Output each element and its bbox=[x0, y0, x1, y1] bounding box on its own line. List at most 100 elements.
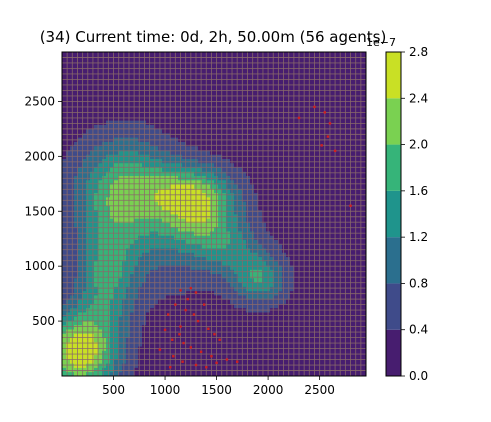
contour-cell bbox=[234, 179, 239, 185]
contour-cell bbox=[310, 73, 315, 78]
contour-cell bbox=[126, 248, 131, 253]
contour-cell bbox=[114, 73, 119, 78]
contour-cell bbox=[66, 94, 71, 100]
contour-cell bbox=[138, 239, 143, 245]
contour-cell bbox=[174, 56, 179, 61]
contour-cell bbox=[254, 235, 259, 240]
contour-cell bbox=[198, 150, 203, 155]
contour-cell bbox=[294, 184, 299, 189]
contour-cell bbox=[294, 196, 299, 202]
contour-cell bbox=[234, 77, 239, 83]
contour-cell bbox=[186, 205, 191, 211]
contour-cell bbox=[234, 184, 239, 189]
contour-cell bbox=[258, 341, 263, 347]
contour-cell bbox=[186, 273, 191, 279]
contour-cell bbox=[170, 265, 175, 270]
contour-cell bbox=[278, 86, 283, 91]
contour-cell bbox=[270, 111, 275, 117]
contour-cell bbox=[98, 107, 103, 113]
contour-cell bbox=[298, 52, 303, 57]
contour-cell bbox=[198, 235, 203, 240]
contour-cell bbox=[162, 124, 167, 130]
contour-cell bbox=[210, 201, 215, 206]
contour-cell bbox=[262, 324, 267, 330]
contour-cell bbox=[218, 111, 223, 117]
contour-cell bbox=[150, 226, 155, 232]
contour-cell bbox=[182, 162, 187, 168]
contour-cell bbox=[294, 248, 299, 253]
contour-cell bbox=[222, 218, 227, 223]
contour-cell bbox=[170, 290, 175, 296]
contour-cell bbox=[206, 286, 211, 292]
contour-cell bbox=[94, 184, 99, 189]
contour-cell bbox=[82, 196, 87, 202]
contour-cell bbox=[286, 252, 291, 258]
contour-cell bbox=[310, 260, 315, 266]
contour-cell bbox=[78, 367, 83, 373]
contour-cell bbox=[238, 81, 243, 87]
contour-cell bbox=[274, 188, 279, 194]
contour-cell bbox=[238, 341, 243, 347]
contour-cell bbox=[182, 201, 187, 206]
contour-cell bbox=[282, 171, 287, 177]
contour-cell bbox=[74, 81, 79, 87]
contour-cell bbox=[62, 290, 67, 296]
contour-cell bbox=[274, 329, 279, 334]
contour-cell bbox=[138, 124, 143, 130]
contour-cell bbox=[306, 239, 311, 245]
contour-cell bbox=[298, 150, 303, 155]
contour-cell bbox=[62, 64, 67, 70]
contour-cell bbox=[206, 295, 211, 300]
contour-cell bbox=[138, 56, 143, 61]
contour-cell bbox=[118, 363, 123, 368]
contour-cell bbox=[210, 73, 215, 78]
contour-cell bbox=[242, 133, 247, 138]
contour-cell bbox=[278, 141, 283, 147]
contour-cell bbox=[154, 171, 159, 177]
contour-cell bbox=[218, 303, 223, 309]
contour-cell bbox=[274, 150, 279, 155]
contour-cell bbox=[222, 77, 227, 83]
contour-cell bbox=[306, 64, 311, 70]
contour-cell bbox=[270, 243, 275, 249]
contour-cell bbox=[210, 124, 215, 130]
contour-cell bbox=[218, 226, 223, 232]
contour-cell bbox=[246, 196, 251, 202]
contour-cell bbox=[254, 273, 259, 279]
contour-cell bbox=[262, 56, 267, 61]
contour-cell bbox=[146, 320, 151, 326]
contour-cell bbox=[98, 367, 103, 373]
contour-cell bbox=[294, 73, 299, 78]
contour-cell bbox=[134, 128, 139, 134]
contour-cell bbox=[274, 260, 279, 266]
contour-cell bbox=[262, 312, 267, 317]
contour-cell bbox=[146, 133, 151, 138]
contour-cell bbox=[110, 299, 115, 304]
contour-cell bbox=[258, 218, 263, 223]
contour-cell bbox=[218, 64, 223, 70]
contour-cell bbox=[130, 350, 135, 356]
contour-cell bbox=[74, 196, 79, 202]
contour-cell bbox=[206, 329, 211, 334]
contour-cell bbox=[138, 52, 143, 57]
contour-cell bbox=[90, 363, 95, 368]
contour-cell bbox=[94, 324, 99, 330]
contour-cell bbox=[210, 273, 215, 279]
contour-cell bbox=[162, 290, 167, 296]
contour-cell bbox=[314, 141, 319, 147]
contour-cell bbox=[118, 295, 123, 300]
contour-cell bbox=[210, 167, 215, 172]
contour-cell bbox=[182, 337, 187, 343]
contour-cell bbox=[102, 312, 107, 317]
contour-cell bbox=[166, 333, 171, 339]
contour-cell bbox=[94, 371, 99, 376]
contour-cell bbox=[102, 205, 107, 211]
contour-cell bbox=[118, 248, 123, 253]
contour-cell bbox=[190, 273, 195, 279]
contour-cell bbox=[102, 124, 107, 130]
contour-cell bbox=[114, 350, 119, 356]
contour-cell bbox=[78, 150, 83, 155]
contour-cell bbox=[102, 167, 107, 172]
contour-cell bbox=[202, 124, 207, 130]
contour-cell bbox=[274, 69, 279, 74]
